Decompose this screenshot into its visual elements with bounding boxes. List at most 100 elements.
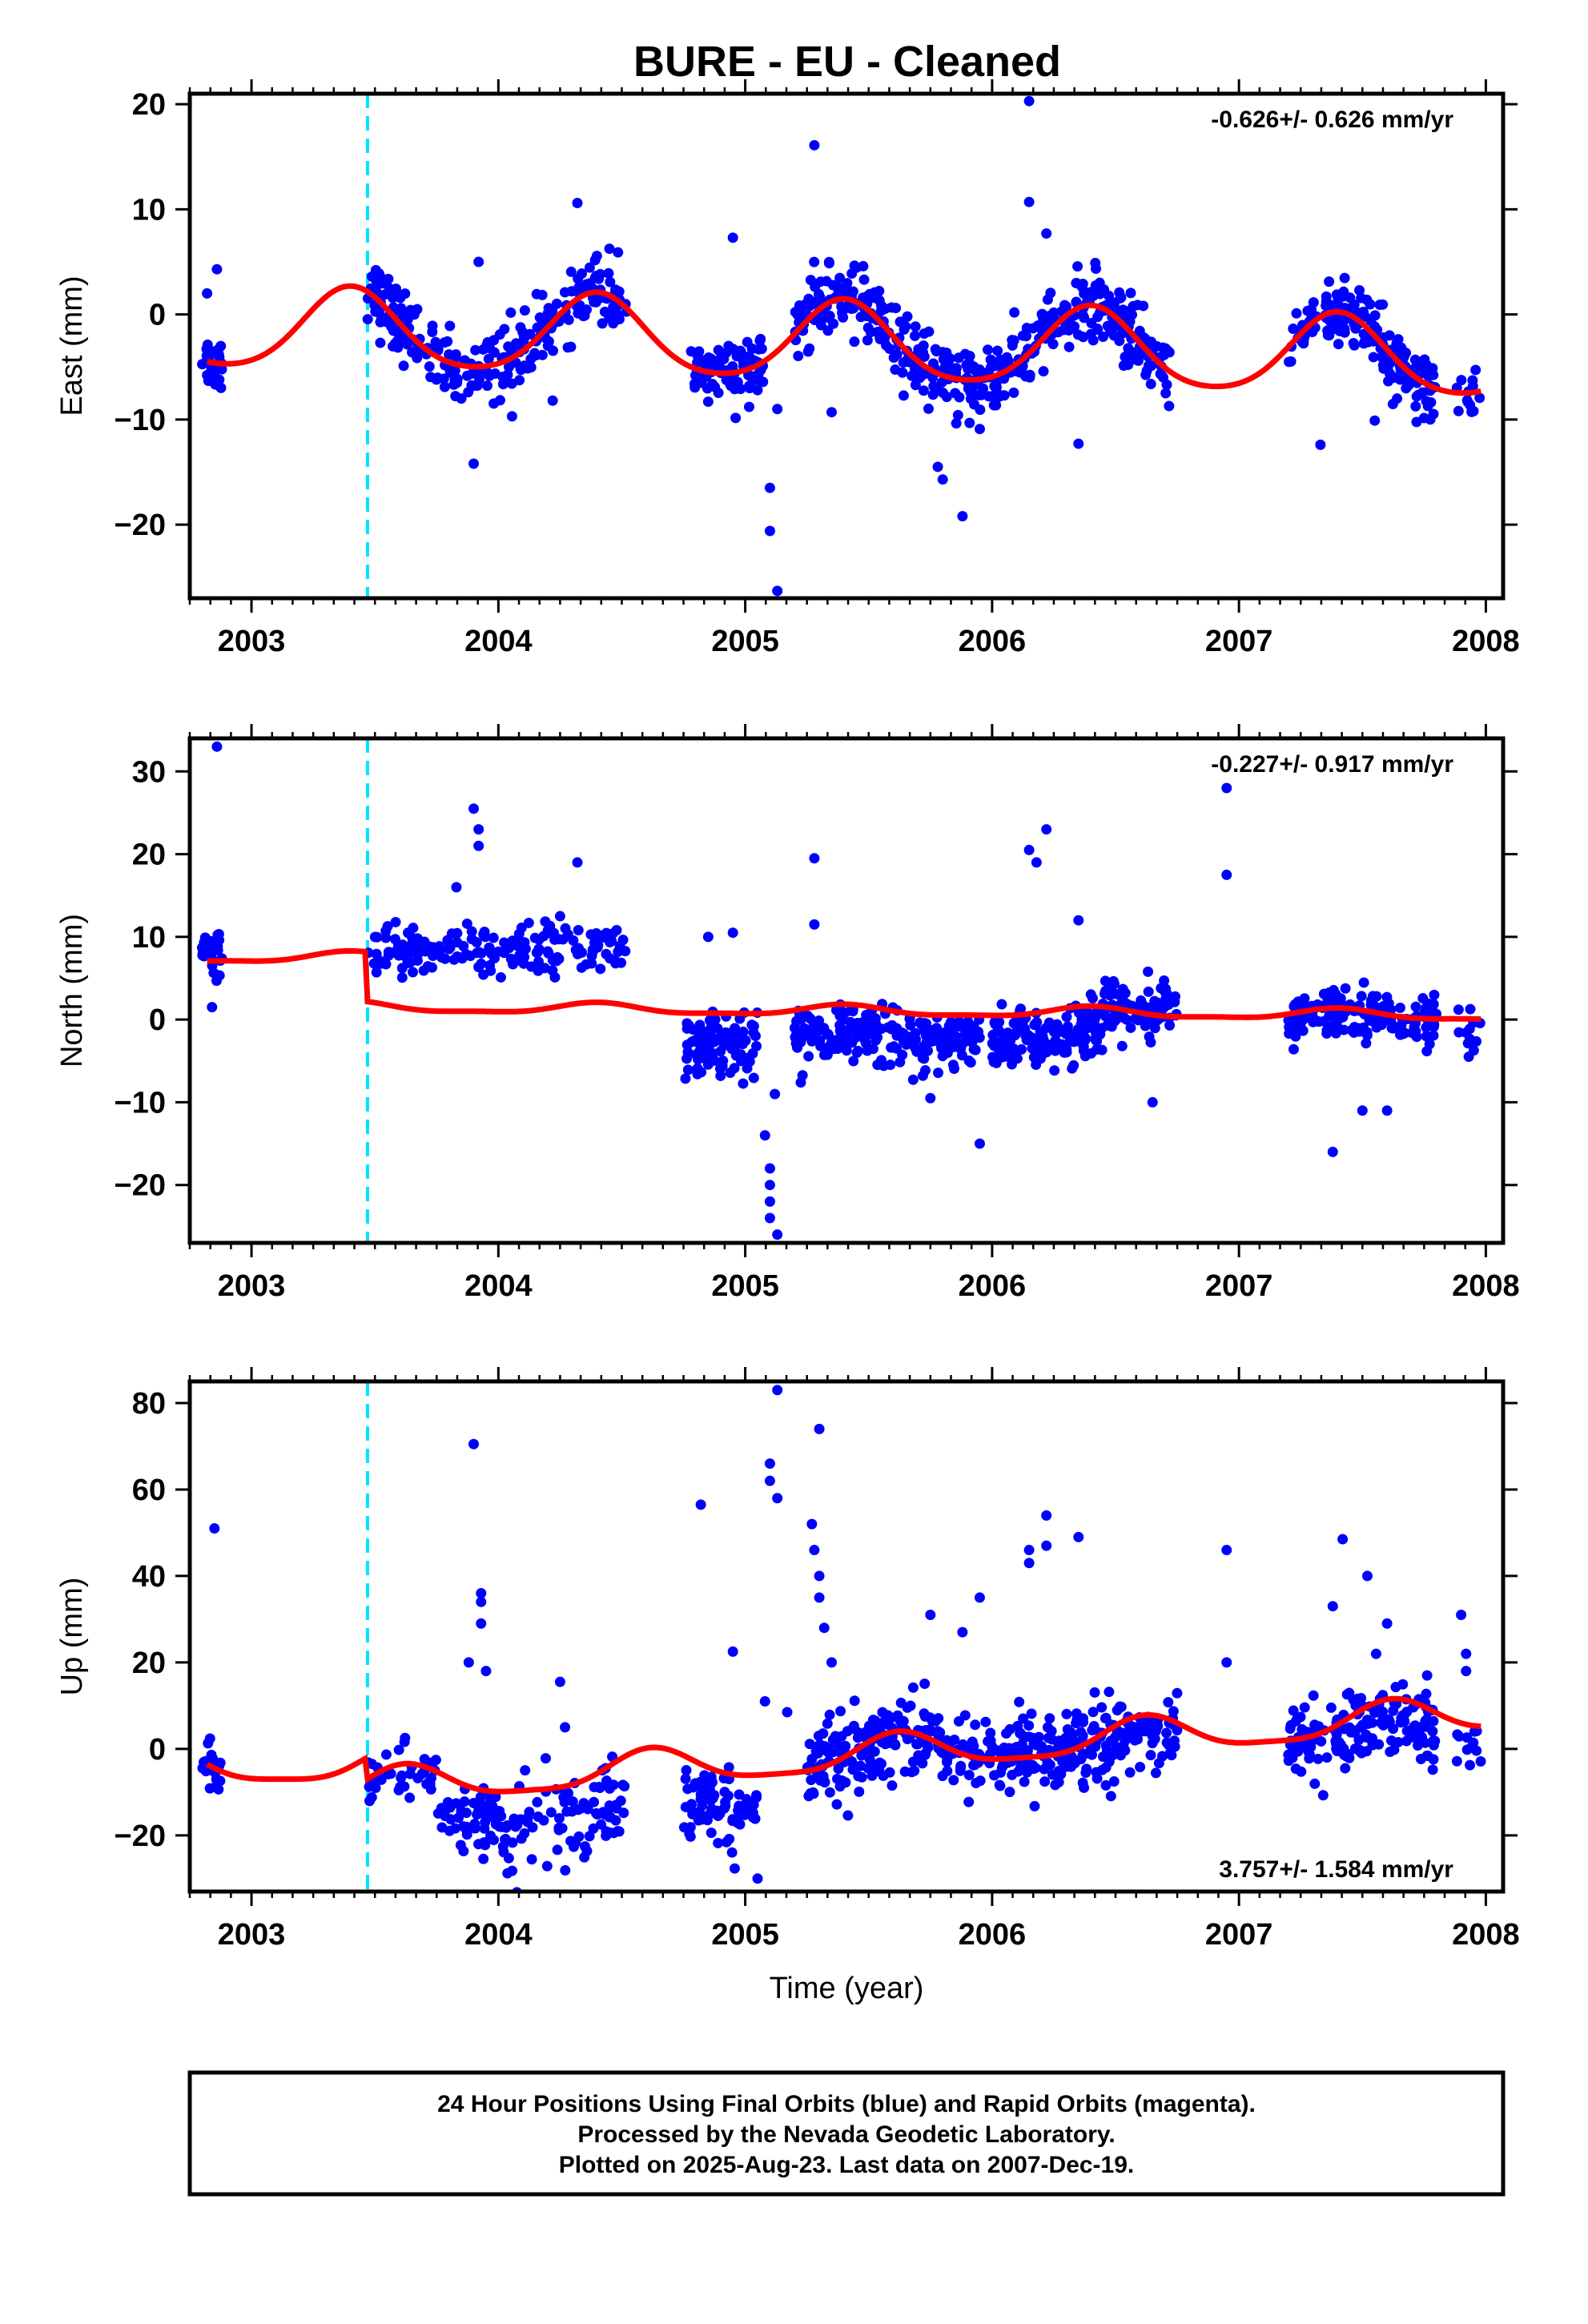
data-point (480, 1817, 491, 1828)
data-point (529, 348, 541, 359)
data-point (951, 363, 962, 374)
data-point (1467, 375, 1478, 386)
data-point (615, 1795, 626, 1807)
data-point (1104, 1687, 1115, 1698)
data-point (812, 1747, 823, 1759)
data-point (744, 401, 755, 412)
data-point (533, 943, 545, 955)
data-point (1150, 1767, 1161, 1779)
data-point (1044, 1713, 1055, 1724)
data-point (809, 1545, 820, 1556)
data-point (1354, 1745, 1365, 1756)
x-tick-label: 2004 (464, 1918, 533, 1952)
data-point (1381, 1105, 1393, 1116)
data-point (1164, 400, 1175, 412)
data-point (863, 1720, 874, 1731)
data-point (1153, 1758, 1164, 1769)
data-point (985, 354, 996, 365)
data-point (1374, 300, 1385, 311)
data-point (696, 1067, 707, 1078)
data-point (943, 1020, 955, 1031)
x-tick-label: 2005 (711, 1269, 779, 1303)
data-point (572, 198, 583, 208)
data-point (590, 296, 601, 308)
data-point (611, 924, 622, 935)
data-point (698, 355, 710, 366)
data-point (917, 1758, 928, 1769)
data-point (606, 935, 617, 947)
data-point (730, 1050, 742, 1061)
data-point (1059, 1047, 1070, 1058)
data-point (1038, 366, 1049, 377)
data-point (459, 1796, 470, 1807)
data-point (872, 1059, 883, 1071)
data-point (918, 385, 929, 396)
data-point (402, 314, 413, 325)
data-point (400, 288, 411, 300)
data-point (1324, 276, 1335, 287)
data-point (856, 1030, 867, 1041)
data-point (736, 1038, 747, 1049)
data-point (748, 1027, 759, 1038)
data-point (605, 1811, 616, 1823)
data-point (898, 390, 909, 401)
north-panel: 2003 2004 2005 2006 2007 2008 −20 −10 0 10 20 30 Nor… (55, 724, 1520, 1303)
data-point (1428, 1735, 1439, 1746)
data-point (1065, 1727, 1076, 1738)
data-point (744, 383, 755, 394)
data-point (753, 344, 764, 355)
data-point (1160, 343, 1171, 354)
data-point (700, 1035, 711, 1046)
data-point (1315, 439, 1326, 450)
data-point (197, 359, 208, 370)
data-point (376, 1774, 387, 1785)
data-point (764, 1458, 775, 1470)
data-point (814, 1592, 825, 1603)
data-point (438, 373, 449, 384)
data-point (1032, 1043, 1043, 1055)
data-point (215, 382, 227, 393)
data-point (898, 1715, 909, 1727)
up-x-axis-label: Time (year) (770, 1972, 924, 2005)
data-point (1003, 1743, 1015, 1754)
data-point (919, 1053, 930, 1064)
data-point (721, 347, 732, 358)
data-point (1169, 993, 1180, 1004)
data-point (1456, 375, 1467, 386)
data-point (202, 287, 213, 299)
data-point (1143, 966, 1154, 977)
data-point (744, 1055, 755, 1067)
data-point (1145, 1037, 1156, 1048)
data-point (613, 247, 624, 258)
data-point (1073, 1007, 1084, 1019)
data-point (463, 1657, 474, 1668)
data-point (814, 1423, 825, 1434)
data-point (782, 1707, 793, 1718)
data-point (1100, 1713, 1111, 1724)
data-point (968, 1740, 979, 1751)
data-point (1475, 1755, 1486, 1767)
data-point (678, 1822, 689, 1833)
data-point (543, 303, 554, 314)
data-point (806, 1518, 818, 1530)
data-point (764, 482, 775, 493)
data-point (724, 1833, 735, 1844)
data-point (1124, 1767, 1136, 1778)
data-point (729, 1863, 740, 1874)
data-point (552, 1844, 563, 1856)
data-point (1164, 1019, 1176, 1031)
data-point (1108, 975, 1119, 987)
data-point (1289, 1747, 1301, 1758)
data-point (432, 948, 443, 959)
data-point (1321, 1028, 1333, 1039)
data-point (502, 1868, 513, 1879)
data-point (1290, 1763, 1301, 1775)
data-point (907, 1074, 919, 1085)
data-point (1092, 324, 1104, 335)
data-point (865, 1014, 876, 1025)
data-point (1428, 1715, 1439, 1727)
data-point (693, 1048, 705, 1059)
data-point (1085, 989, 1096, 1000)
north-rate-label: -0.227+/- 0.917 mm/yr (1211, 751, 1453, 778)
data-point (537, 289, 548, 300)
